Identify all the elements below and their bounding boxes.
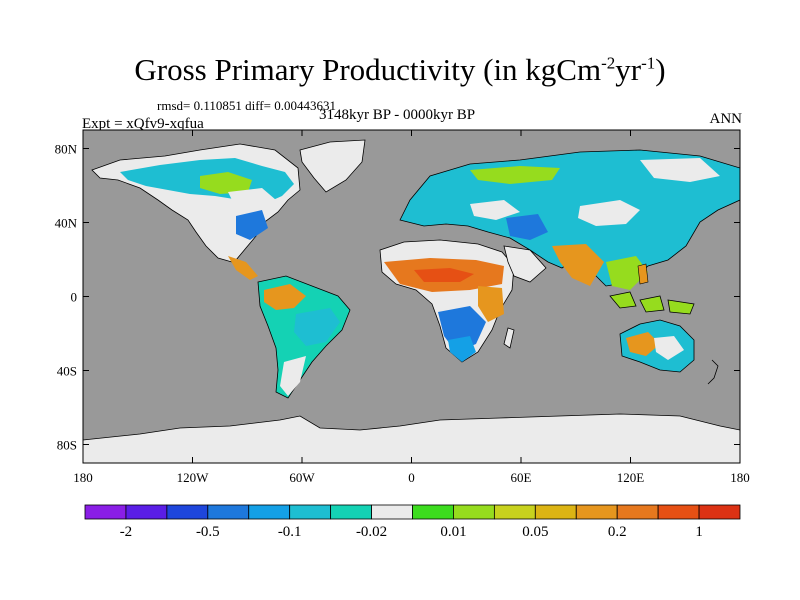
australia-white <box>654 336 684 360</box>
colorbar: -2 -0.5 -0.1 -0.02 0.01 0.05 0.2 1 <box>84 504 741 540</box>
colorbar-label: 0.01 <box>440 524 466 540</box>
map-title: Gross Primary Productivity (in kgCm-2yr-… <box>134 52 666 87</box>
colorbar-swatch <box>493 504 536 520</box>
lon-tick-label: 180 <box>73 470 93 485</box>
lat-tick-label: 40S <box>57 364 77 379</box>
colorbar-label: 1 <box>695 524 703 540</box>
mexico <box>228 256 258 280</box>
lon-tick-label: 0 <box>408 470 415 485</box>
madagascar <box>503 327 515 349</box>
south-africa-blue <box>448 336 476 362</box>
eurasia-blue-dark <box>506 214 548 240</box>
colorbar-swatch <box>698 504 741 520</box>
lat-axis: 80N 40N 0 40S 80S <box>55 142 740 453</box>
colorbar-swatch <box>289 504 332 520</box>
indonesia <box>609 291 695 315</box>
colorbar-label: -0.1 <box>278 524 302 540</box>
philippines <box>637 263 649 285</box>
new-zealand <box>707 359 719 385</box>
colorbar-label: 0.05 <box>522 524 548 540</box>
sahel-band-dark <box>414 268 474 282</box>
na-white-patch <box>228 188 276 212</box>
eurasia-white-mid <box>470 200 520 220</box>
eurasia <box>399 149 740 287</box>
season-label: ANN <box>709 111 743 127</box>
lon-tick-label: 180 <box>730 470 750 485</box>
stats-label: rmsd= 0.110851 diff= 0.00443631 <box>157 98 336 113</box>
sa-white-south <box>280 356 306 396</box>
colorbar-swatch <box>616 504 659 520</box>
lat-tick-label: 80N <box>55 142 78 157</box>
arabia <box>503 245 547 283</box>
lat-tick-label: 80S <box>57 438 77 453</box>
colorbar-label: -0.5 <box>196 524 220 540</box>
colorbar-swatch <box>575 504 618 520</box>
colorbar-swatch <box>125 504 168 520</box>
se-asia-green <box>606 256 648 290</box>
sa-orange-amazon <box>264 284 306 310</box>
colorbar-label: -0.02 <box>356 524 387 540</box>
australia-orange <box>626 332 660 356</box>
colorbar-swatch <box>412 504 454 520</box>
lon-tick-label: 120E <box>617 470 645 485</box>
eurasia-white-central <box>578 200 640 226</box>
colorbar-swatch <box>534 504 577 520</box>
experiment-label: Expt = xQfv9-xqfua <box>82 116 204 132</box>
eurasia-white-east <box>640 158 720 182</box>
lat-tick-label: 0 <box>71 290 78 305</box>
india-orange <box>552 244 604 286</box>
colorbar-swatch <box>84 504 127 520</box>
eurasia-green-north <box>470 166 560 184</box>
antarctica <box>83 413 740 463</box>
colorbar-label: -2 <box>120 524 133 540</box>
colorbar-swatch <box>166 504 209 520</box>
colorbar-label: 0.2 <box>608 524 627 540</box>
colorbar-swatch <box>207 504 250 520</box>
na-green-patch <box>200 172 252 194</box>
lon-tick-label: 120W <box>177 470 210 485</box>
colorbar-swatch <box>248 504 291 520</box>
lat-tick-label: 40N <box>55 216 78 231</box>
sa-blue-east <box>294 308 340 346</box>
colorbar-swatch <box>453 504 495 520</box>
na-blue-east <box>236 210 268 240</box>
lon-tick-label: 60E <box>511 470 532 485</box>
period-label: 3148kyr BP - 0000kyr BP <box>319 107 476 123</box>
lon-axis: 180 120W 60W 0 60E 120E 180 <box>73 130 750 485</box>
greenland <box>299 139 366 193</box>
colorbar-swatch <box>371 504 413 520</box>
lon-tick-label: 60W <box>289 470 315 485</box>
colorbar-swatch <box>330 504 372 520</box>
east-africa-orange <box>478 286 504 322</box>
colorbar-swatch <box>657 504 700 520</box>
